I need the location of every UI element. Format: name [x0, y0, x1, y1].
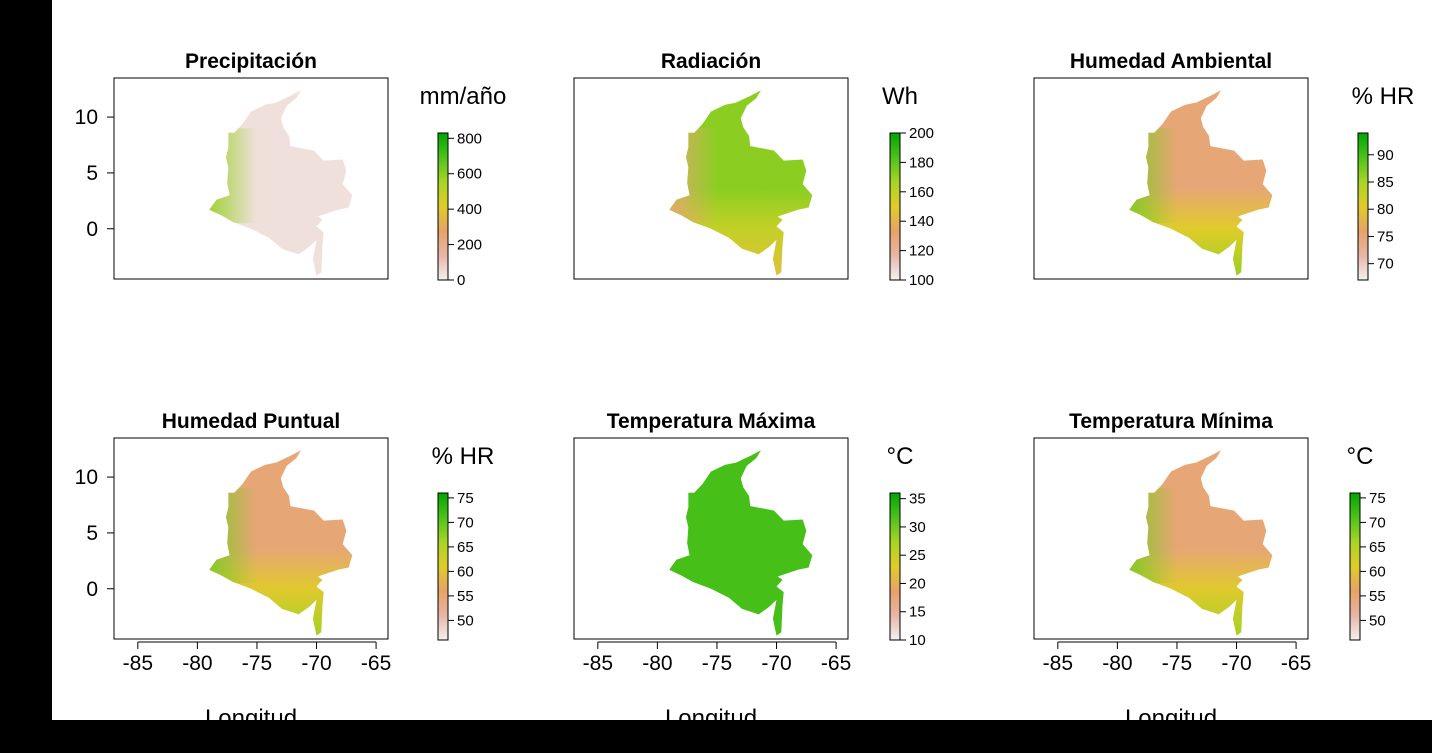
- legend-color-bar: [1349, 492, 1361, 641]
- panel-2: Humedad Ambiental % HR 70 75 80 85 90: [1033, 50, 1415, 281]
- y-tick-label: 10: [75, 106, 98, 129]
- legend-tick-label: 100: [909, 272, 934, 289]
- legend-tick-label: 15: [909, 604, 926, 621]
- figure-canvas: Precipitación 0 5 10 mm/año 0 200 400 600 800 Radi…: [52, 0, 1432, 720]
- legend-unit: Wh: [882, 83, 918, 110]
- panel-3: Humedad Puntual 0 5 10 -85 -80 -75 -70 -65 Longit…: [75, 410, 495, 720]
- legend-tick-label: 70: [457, 514, 474, 531]
- map-fill: [669, 450, 813, 636]
- legend-color-bar: [437, 492, 449, 641]
- legend-tick-label: 90: [1377, 147, 1394, 164]
- legend-tick-label: 70: [1369, 514, 1386, 531]
- panel-0: Precipitación 0 5 10 mm/año 0 200 400 600 800: [75, 50, 507, 289]
- legend-tick-label: 55: [1369, 588, 1386, 605]
- legend-tick-label: 180: [909, 154, 934, 171]
- legend-tick-label: 140: [909, 213, 934, 230]
- legend-tick-label: 75: [457, 490, 474, 507]
- legend-tick-label: 25: [909, 547, 926, 564]
- panel-title: Precipitación: [185, 50, 317, 73]
- legend-color-bar: [1357, 132, 1369, 281]
- legend-tick-label: 60: [1369, 563, 1386, 580]
- x-tick-label: -80: [642, 652, 672, 675]
- legend-tick-label: 50: [457, 612, 474, 629]
- legend-unit: mm/año: [420, 83, 507, 110]
- plot-frame: [573, 437, 849, 640]
- panel-title: Temperatura Mínima: [1069, 410, 1273, 433]
- x-tick-label: -70: [301, 652, 331, 675]
- x-tick-label: -65: [361, 652, 391, 675]
- y-tick-label: 0: [86, 578, 98, 601]
- legend-tick-label: 80: [1377, 201, 1394, 218]
- legend-unit: % HR: [1352, 83, 1415, 110]
- legend-unit: °C: [1347, 443, 1374, 470]
- legend-tick-label: 200: [909, 125, 934, 142]
- legend-tick-label: 30: [909, 519, 926, 536]
- x-tick-label: -85: [123, 652, 153, 675]
- y-tick-label: 10: [75, 466, 98, 489]
- legend-tick-label: 400: [457, 201, 482, 218]
- legend-tick-label: 35: [909, 491, 926, 508]
- panel-title: Humedad Ambiental: [1070, 50, 1272, 73]
- legend-tick-label: 65: [1369, 539, 1386, 556]
- y-tick-label: 5: [86, 162, 98, 185]
- legend-tick-label: 10: [909, 632, 926, 649]
- x-axis-label: Longitud: [1125, 705, 1217, 720]
- legend-tick-label: 160: [909, 184, 934, 201]
- x-tick-label: -65: [821, 652, 851, 675]
- left-black-bar: [0, 0, 52, 720]
- legend-tick-label: 60: [457, 563, 474, 580]
- panel-5: Temperatura Mínima -85 -80 -75 -70 -65 Longitu…: [1033, 410, 1386, 720]
- x-tick-label: -75: [242, 652, 272, 675]
- x-tick-label: -65: [1281, 652, 1311, 675]
- legend-tick-label: 75: [1377, 228, 1394, 245]
- legend-tick-label: 200: [457, 237, 482, 254]
- x-tick-label: -85: [583, 652, 613, 675]
- x-axis-label: Longitud: [665, 705, 757, 720]
- map-fill: [669, 90, 813, 276]
- panel-title: Temperatura Máxima: [607, 410, 816, 433]
- x-axis-label: Longitud: [205, 705, 297, 720]
- x-tick-label: -80: [182, 652, 212, 675]
- legend-tick-label: 600: [457, 166, 482, 183]
- legend-tick-label: 800: [457, 130, 482, 147]
- map-fill: [1129, 450, 1273, 636]
- legend-unit: % HR: [432, 443, 495, 470]
- legend-tick-label: 120: [909, 243, 934, 260]
- panel-1: Radiación Wh 100 120 140 160 180 200: [573, 50, 934, 289]
- legend-tick-label: 65: [457, 539, 474, 556]
- legend-tick-label: 50: [1369, 612, 1386, 629]
- plot-frame: [1033, 437, 1309, 640]
- y-tick-label: 5: [86, 522, 98, 545]
- legend-unit: °C: [887, 443, 914, 470]
- x-tick-label: -75: [702, 652, 732, 675]
- legend-color-bar: [889, 492, 901, 641]
- legend-tick-label: 70: [1377, 256, 1394, 273]
- map-fill: [209, 90, 353, 276]
- legend-tick-label: 55: [457, 588, 474, 605]
- legend-tick-label: 0: [457, 272, 465, 289]
- x-tick-label: -70: [761, 652, 791, 675]
- legend-color-bar: [889, 132, 901, 281]
- map-fill: [209, 450, 353, 636]
- y-tick-label: 0: [86, 218, 98, 241]
- x-tick-label: -80: [1102, 652, 1132, 675]
- map-fill: [1129, 90, 1273, 276]
- legend-tick-label: 20: [909, 575, 926, 592]
- plot-frame: [1033, 77, 1309, 280]
- legend-color-bar: [437, 132, 449, 281]
- x-tick-label: -85: [1043, 652, 1073, 675]
- legend-tick-label: 85: [1377, 174, 1394, 191]
- panel-title: Radiación: [661, 50, 761, 73]
- x-tick-label: -70: [1221, 652, 1251, 675]
- plot-frame: [573, 77, 849, 280]
- plot-frame: [113, 77, 389, 280]
- figure-svg: Precipitación0510mm/año0200400600800Radi…: [75, 50, 1415, 720]
- bottom-black-bar: [0, 720, 1432, 753]
- x-tick-label: -75: [1162, 652, 1192, 675]
- panel-title: Humedad Puntual: [162, 410, 341, 433]
- plot-frame: [113, 437, 389, 640]
- legend-tick-label: 75: [1369, 490, 1386, 507]
- panel-4: Temperatura Máxima -85 -80 -75 -70 -65 Longitu…: [573, 410, 926, 720]
